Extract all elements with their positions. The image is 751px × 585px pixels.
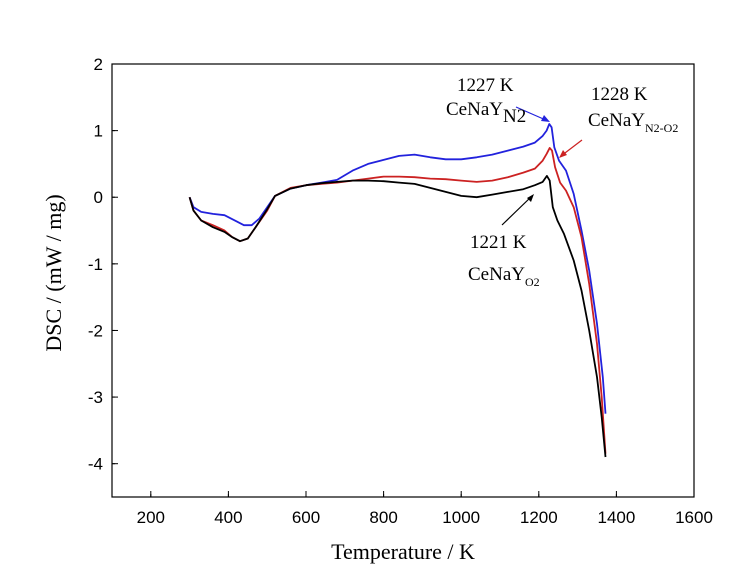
annotation-n2o2-main: CeNaY [588, 110, 645, 131]
x-tick-label-600: 600 [292, 508, 320, 527]
y-tick-label--2: -2 [88, 321, 103, 340]
annotation-n2-main: CeNaY [446, 99, 503, 120]
annotation-n2o2-temp: 1228 K [591, 84, 648, 105]
annotation-n2o2-sub: N2-O2 [645, 121, 678, 135]
x-tick-label-200: 200 [137, 508, 165, 527]
annotation-o2-temp: 1221 K [470, 232, 527, 253]
annotation-n2o2: 1228 K CeNaYN2-O2 [588, 84, 678, 135]
series-line-0 [188, 123, 607, 414]
x-tick-label-400: 400 [214, 508, 242, 527]
y-tick-label--4: -4 [88, 455, 103, 474]
annotation-o2-sub: O2 [525, 275, 540, 289]
annotation-n2-sub: N2 [503, 106, 526, 127]
y-tick-label--3: -3 [88, 388, 103, 407]
x-axis-title: Temperature / K [331, 539, 475, 564]
annotation-arrows [501, 106, 583, 226]
arrowhead-n2o2 [559, 150, 567, 158]
y-tick-label--1: -1 [88, 255, 103, 274]
annotation-n2: 1227 K CeNaYN2 [446, 75, 526, 127]
annotation-o2: 1221 K CeNaYO2 [468, 232, 540, 289]
x-tick-label-1200: 1200 [520, 508, 558, 527]
x-tick-label-1600: 1600 [675, 508, 713, 527]
arrowhead-n2 [541, 115, 550, 122]
arrowhead-o2 [527, 194, 534, 202]
axis-ticks: 200 400 600 800 1000 1200 1400 1600 2 1 0 -1 -2 -3 -4 [88, 55, 713, 527]
y-tick-label-2: 2 [94, 55, 103, 74]
series-group [188, 123, 607, 458]
series-line-1 [188, 147, 607, 454]
annotation-o2-main: CeNaY [468, 264, 525, 285]
y-axis-title: DSC / (mW / mg) [41, 194, 66, 351]
annotation-o2-label: CeNaYO2 [468, 264, 540, 289]
x-tick-label-1400: 1400 [597, 508, 635, 527]
x-tick-label-1000: 1000 [442, 508, 480, 527]
x-tick-label-800: 800 [369, 508, 397, 527]
annotation-n2o2-label: CeNaYN2-O2 [588, 110, 678, 135]
arrow-o2 [501, 195, 533, 226]
series-line-2 [188, 175, 607, 458]
y-tick-label-0: 0 [94, 188, 103, 207]
y-tick-label-1: 1 [94, 122, 103, 141]
plot-frame [111, 63, 695, 498]
annotation-n2-label: CeNaYN2 [446, 99, 526, 127]
annotation-n2-temp: 1227 K [457, 75, 514, 96]
